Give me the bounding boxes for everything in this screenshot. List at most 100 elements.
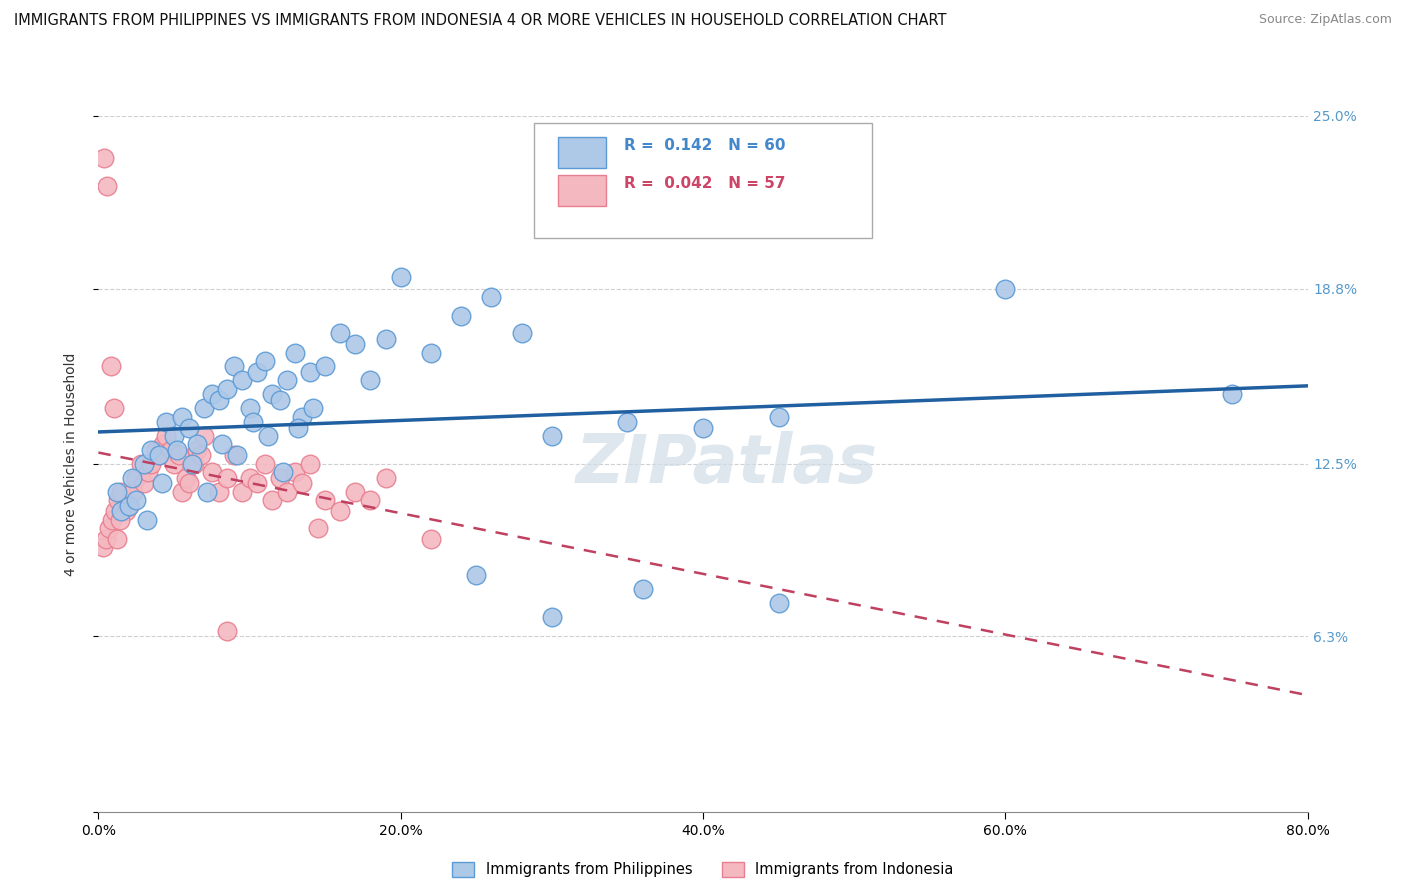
Point [631, 582, 654, 596]
Point [215, 471, 238, 485]
Point [284, 465, 307, 479]
Point [224, 449, 246, 463]
Point [135, 512, 157, 526]
Point [179, 476, 201, 491]
Point [239, 401, 262, 416]
Point [276, 484, 298, 499]
Point [389, 270, 412, 285]
Point [152, 437, 174, 451]
Point [107, 493, 129, 508]
Point [768, 596, 790, 610]
Point [269, 392, 291, 407]
Point [122, 484, 145, 499]
Point [284, 345, 307, 359]
Point [271, 465, 294, 479]
Point [100, 359, 122, 374]
Point [246, 476, 269, 491]
Legend: Immigrants from Philippines, Immigrants from Indonesia: Immigrants from Philippines, Immigrants … [446, 855, 960, 885]
Point [118, 499, 141, 513]
Point [118, 499, 141, 513]
Point [253, 457, 276, 471]
Point [148, 449, 170, 463]
FancyBboxPatch shape [558, 136, 606, 169]
Point [195, 484, 218, 499]
Point [141, 442, 163, 457]
Point [125, 493, 148, 508]
Point [344, 484, 367, 499]
Point [181, 457, 204, 471]
Text: Source: ZipAtlas.com: Source: ZipAtlas.com [1258, 13, 1392, 27]
Point [94, 532, 117, 546]
Point [374, 471, 396, 485]
Point [105, 532, 128, 546]
Point [256, 429, 278, 443]
Point [110, 484, 132, 499]
Point [299, 365, 322, 379]
Point [253, 354, 276, 368]
Point [186, 442, 208, 457]
Point [150, 476, 173, 491]
Point [208, 392, 231, 407]
Point [163, 457, 186, 471]
Point [201, 387, 224, 401]
Point [541, 610, 564, 624]
Point [541, 429, 564, 443]
Point [374, 332, 396, 346]
Point [125, 471, 148, 485]
Point [692, 420, 714, 434]
Point [145, 442, 167, 457]
Point [141, 457, 163, 471]
Point [110, 504, 132, 518]
Point [291, 476, 314, 491]
Point [193, 429, 215, 443]
Point [108, 512, 131, 526]
Point [768, 409, 790, 424]
Text: ZIPatlas: ZIPatlas [576, 431, 879, 497]
Point [132, 476, 155, 491]
Point [299, 457, 322, 471]
Point [166, 442, 188, 457]
Point [307, 521, 329, 535]
Point [302, 401, 325, 416]
Point [231, 373, 253, 387]
Point [269, 471, 291, 485]
Point [114, 504, 136, 518]
Point [148, 449, 170, 463]
Point [98, 521, 121, 535]
Point [96, 178, 118, 193]
Point [510, 326, 533, 340]
Point [91, 541, 114, 555]
Point [170, 484, 193, 499]
Point [262, 387, 284, 401]
Point [215, 382, 238, 396]
Point [329, 326, 352, 340]
Point [160, 442, 183, 457]
Point [129, 457, 152, 471]
Point [1220, 387, 1243, 401]
Point [276, 373, 298, 387]
Point [174, 471, 197, 485]
Point [136, 465, 159, 479]
Point [163, 429, 186, 443]
Point [450, 310, 472, 324]
Point [155, 415, 177, 429]
Point [344, 337, 367, 351]
Point [193, 401, 215, 416]
Y-axis label: 4 or more Vehicles in Household: 4 or more Vehicles in Household [63, 352, 77, 575]
Point [101, 512, 124, 526]
Point [994, 281, 1017, 295]
Point [186, 437, 208, 451]
Point [190, 449, 212, 463]
Point [246, 365, 269, 379]
Text: IMMIGRANTS FROM PHILIPPINES VS IMMIGRANTS FROM INDONESIA 4 OR MORE VEHICLES IN H: IMMIGRANTS FROM PHILIPPINES VS IMMIGRANT… [14, 13, 946, 29]
Point [215, 624, 238, 638]
Point [121, 471, 143, 485]
Point [287, 420, 309, 434]
Point [201, 465, 224, 479]
Point [242, 415, 264, 429]
Point [226, 449, 249, 463]
Point [224, 359, 246, 374]
Point [208, 484, 231, 499]
Point [465, 568, 488, 582]
Text: R =  0.142   N = 60: R = 0.142 N = 60 [624, 137, 786, 153]
